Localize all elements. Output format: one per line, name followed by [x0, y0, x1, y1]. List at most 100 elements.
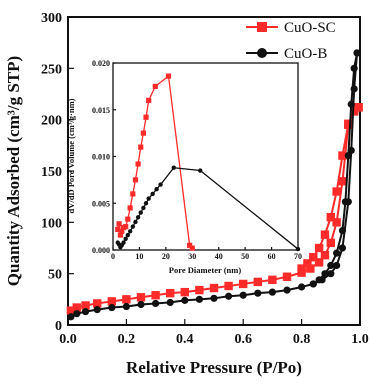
main-series-cuo-b-point: [254, 289, 262, 297]
inset-y-tick-label: 0.020: [92, 59, 110, 68]
main-x-tick-label: 0.4: [176, 332, 194, 347]
inset-series-cuo-b-point: [146, 196, 151, 201]
legend-marker-cuo-b: [257, 48, 267, 58]
main-x-tick-label: 0.2: [118, 332, 136, 347]
legend-marker-cuo-sc: [257, 22, 267, 32]
main-series-cuo-sc-point: [166, 288, 175, 298]
main-series-cuo-b-point: [210, 294, 218, 302]
main-series-cuo-b-point: [283, 286, 291, 294]
main-series-cuo-sc-point: [195, 285, 204, 295]
main-x-tick-label: 1.0: [351, 332, 369, 347]
main-series-cuo-b-point: [333, 261, 341, 270]
main-series-cuo-sc-point: [338, 151, 347, 160]
inset-y-axis-title: dV/dD Pore Volume (cm³/g·nm): [66, 98, 76, 213]
main-series-cuo-b-point: [239, 291, 247, 299]
inset-series-cuo-sc-point: [132, 177, 139, 183]
main-series-cuo-sc-point: [326, 238, 335, 248]
main-series-cuo-b-point: [67, 313, 75, 321]
inset-series-cuo-sc-point: [189, 245, 195, 251]
inset-series-cuo-sc-point: [143, 114, 149, 120]
main-y-tick-label: 250: [41, 62, 62, 77]
inset-x-tick-label: 10: [135, 252, 143, 261]
main-series-cuo-b-point: [225, 292, 233, 300]
main-series-cuo-b-point: [347, 100, 355, 108]
inset-series-cuo-b-point: [143, 201, 149, 206]
inset-series-cuo-b-point: [125, 232, 130, 238]
main-series-cuo-sc-point: [239, 279, 248, 289]
inset-series-cuo-b-point: [141, 205, 146, 211]
inset-series-cuo-sc-point: [130, 191, 136, 197]
main-y-tick-label: 100: [41, 216, 62, 231]
inset-series-cuo-sc-point: [165, 73, 172, 79]
main-series-cuo-b-point: [122, 302, 130, 311]
inset-series-cuo-b-point: [171, 165, 176, 170]
main-series-cuo-sc-point: [306, 264, 315, 273]
main-series-cuo-sc-point: [107, 297, 116, 306]
inset-series-cuo-sc-point: [146, 97, 152, 103]
main-series-cuo-sc-point: [66, 306, 76, 315]
main-series-cuo-b-point: [93, 306, 101, 314]
main-series-cuo-b-point: [344, 152, 352, 160]
main-y-axis-title: Quantity Adsorbed (cm³/g STP): [4, 56, 23, 286]
main-series-cuo-b-point: [341, 198, 349, 206]
main-series-cuo-sc-point: [122, 295, 131, 304]
inset-series-cuo-b-point: [150, 191, 155, 197]
inset-y-tick-label: 0.000: [92, 246, 110, 255]
inset-series-group: [115, 73, 301, 252]
inset-series-cuo-sc-point: [140, 130, 146, 136]
main-series-group: [66, 49, 363, 321]
main-series-cuo-sc-point: [268, 275, 277, 285]
main-series-cuo-sc-point: [349, 107, 359, 116]
main-x-tick-label: 0.8: [293, 332, 311, 347]
main-series-cuo-b-point: [166, 298, 174, 307]
main-series-cuo-b-point: [350, 64, 358, 72]
main-series-cuo-sc-point: [338, 177, 347, 186]
main-series-cuo-b-point: [298, 283, 306, 291]
main-series-cuo-sc-point: [314, 243, 324, 253]
inset-series-cuo-sc-point: [152, 83, 158, 89]
main-series-cuo-sc-point: [344, 119, 353, 128]
main-x-tick-label: 0.6: [234, 332, 252, 347]
main-series-cuo-sc-point: [209, 283, 219, 293]
inset-x-tick-label: 30: [188, 252, 196, 261]
main-series-cuo-b-point: [137, 300, 145, 309]
main-x-tick-label: 0.0: [59, 332, 77, 347]
inset-axis-ticks: 0 10 20 30 40 50 60 70 0.000 0.005 0.010 0.015 0.020: [92, 59, 302, 261]
main-series-cuo-sc-point: [180, 287, 189, 297]
main-series-cuo-sc-point: [136, 293, 146, 302]
main-series-cuo-sc-point: [309, 253, 318, 262]
inset-x-axis-title: Pore Diameter (nm): [169, 265, 242, 275]
inset-series-cuo-b-point: [121, 240, 126, 245]
main-series-cuo-b-point: [73, 310, 81, 318]
main-series-cuo-b-point: [321, 270, 329, 278]
main-series-cuo-sc-point: [93, 299, 102, 308]
main-series-cuo-sc-point: [320, 230, 330, 239]
inset-x-tick-label: 50: [241, 252, 249, 261]
main-series-cuo-b-point: [327, 261, 335, 270]
inset-series-cuo-sc-point: [123, 224, 129, 230]
inset-series-cuo-b-point: [295, 246, 301, 252]
inset-series-cuo-sc-point: [125, 216, 131, 222]
main-series-cuo-sc-point: [297, 264, 306, 273]
main-y-tick-label: 150: [41, 165, 62, 180]
inset-series-cuo-sc-point: [127, 205, 133, 211]
main-series-cuo-sc-point: [72, 303, 81, 312]
main-series-cuo-sc-point: [332, 187, 341, 196]
legend-label-cuo-b: CuO-B: [284, 46, 327, 62]
main-series-cuo-sc-point: [320, 250, 330, 260]
main-series-cuo-b-point: [268, 288, 276, 296]
main-y-tick-label: 50: [48, 268, 62, 283]
inset-series-cuo-b-point: [133, 219, 138, 225]
main-series-cuo-b-point: [108, 303, 116, 312]
main-series-cuo-sc-point: [81, 301, 90, 310]
main-x-axis-title: Relative Pressure (P/Po): [126, 358, 302, 377]
inset-y-tick-label: 0.010: [92, 153, 110, 162]
inset-series-cuo-sc-point: [119, 228, 125, 234]
inset-x-tick-label: 40: [215, 252, 223, 261]
inset-plot-background: [113, 63, 298, 250]
inset-x-tick-label: 70: [294, 252, 302, 261]
inset-series-cuo-b-point: [138, 210, 143, 215]
main-series-cuo-b-point: [333, 249, 341, 257]
main-series-cuo-b-point: [181, 296, 189, 304]
